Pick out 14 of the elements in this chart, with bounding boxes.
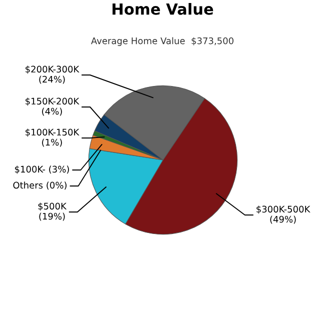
chart-title: Home Value bbox=[112, 3, 214, 15]
data-label: (49%) bbox=[270, 216, 296, 224]
slice-label: $500K bbox=[38, 202, 67, 211]
chart-subtitle: Average Home Value $373,500 bbox=[91, 37, 234, 46]
slice-label: $150K-200K bbox=[26, 98, 80, 106]
data-label: (24%) bbox=[39, 76, 65, 84]
category-label: Others (0%) bbox=[13, 182, 67, 190]
slice-label: $100K-150K bbox=[26, 128, 80, 137]
slice-label: $200K-300K bbox=[26, 66, 80, 74]
data-label: (1%) bbox=[42, 138, 62, 147]
slice-label: $300K-500K bbox=[256, 206, 310, 214]
slice-label: $100K- (3%) bbox=[15, 166, 69, 174]
data-label: (19%) bbox=[39, 212, 65, 221]
data-label: (4%) bbox=[42, 108, 62, 116]
